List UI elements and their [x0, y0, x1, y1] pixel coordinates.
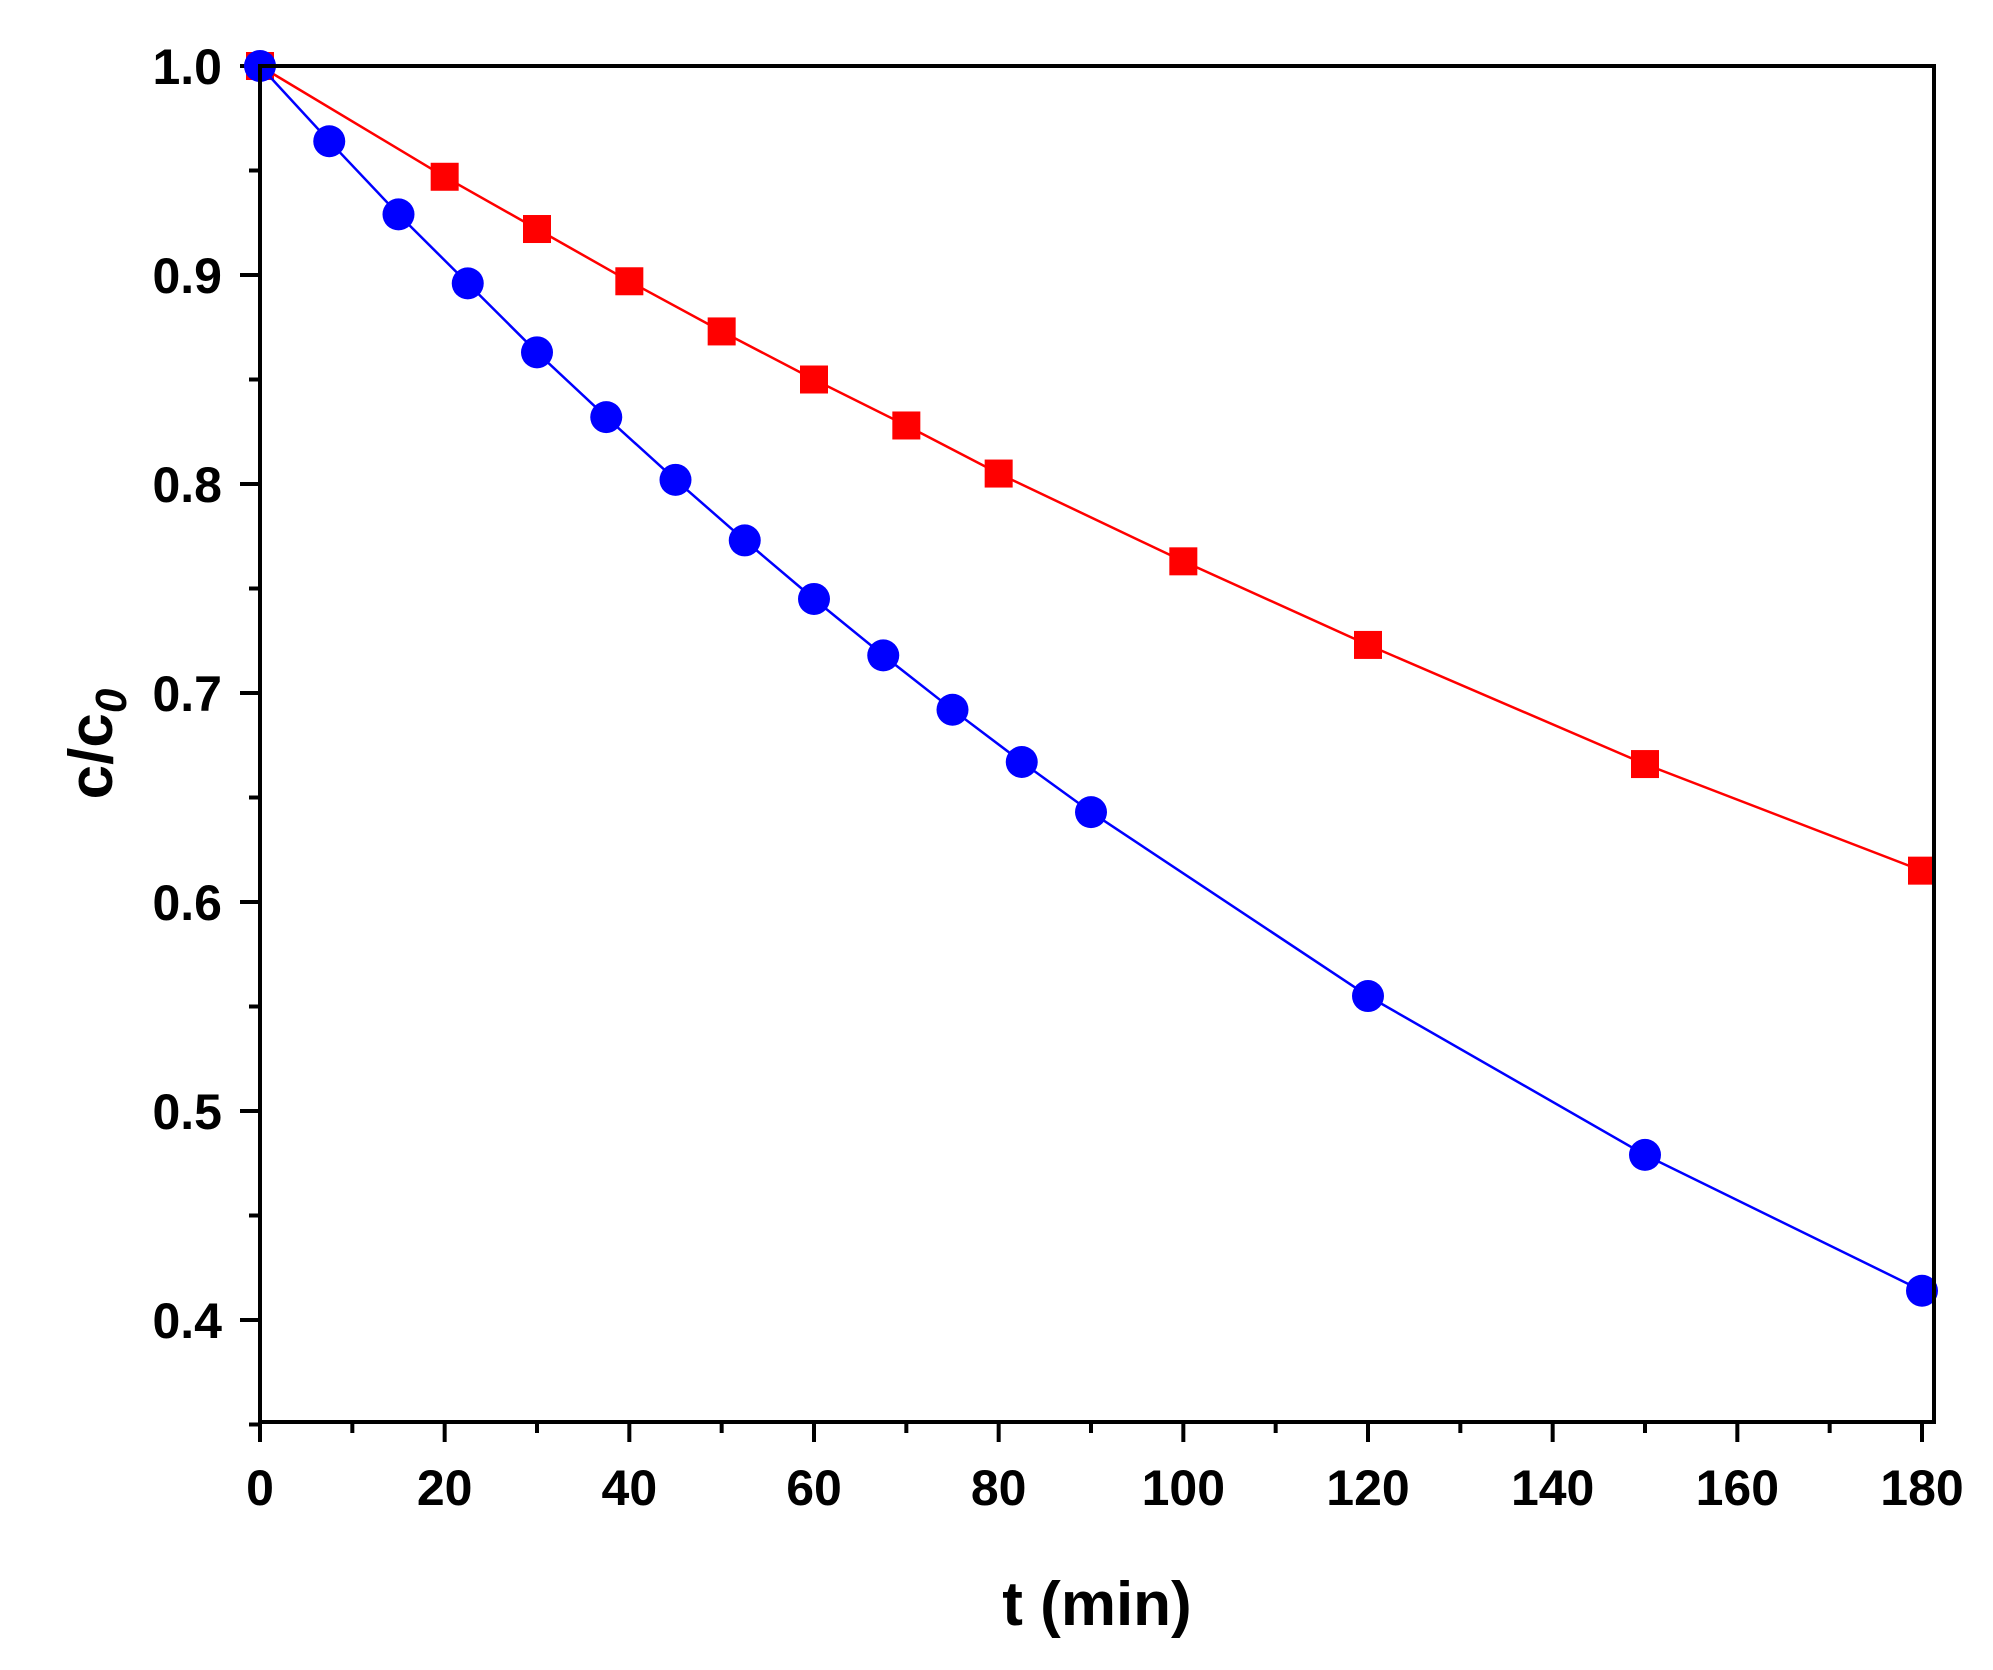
red-square-point	[523, 215, 551, 244]
x-tick-label: 100	[1142, 1460, 1225, 1516]
blue-circle-point	[382, 198, 415, 231]
blue-circle-point	[521, 336, 553, 369]
blue-circle-point	[313, 125, 346, 158]
red-square-point	[1908, 856, 1936, 885]
y-axis-title-main: c/c	[57, 713, 126, 799]
blue-circle-point	[451, 267, 484, 300]
x-tick-label: 160	[1696, 1460, 1779, 1516]
y-axis-title-subscript: 0	[87, 688, 136, 713]
red-square-point	[1631, 750, 1659, 779]
y-tick-label: 0.5	[152, 1084, 222, 1140]
x-axis-title: t (min)	[1002, 1570, 1191, 1639]
red-square-point	[430, 162, 459, 191]
y-tick-labels: 0.4 0.5 0.6 0.7 0.8 0.9 1.0	[152, 39, 222, 1349]
x-tick-label: 40	[602, 1460, 658, 1516]
red-square-point	[892, 411, 921, 440]
blue-circle-point	[1005, 745, 1038, 778]
plot-frame	[258, 64, 1936, 1424]
blue-circle-point	[936, 693, 969, 726]
red-square-point	[615, 267, 644, 296]
y-tick-label: 0.8	[152, 457, 222, 513]
y-tick-label: 0.4	[152, 1293, 222, 1349]
x-tick-label: 180	[1880, 1460, 1963, 1516]
blue-circle-point	[590, 401, 623, 434]
y-tick-label: 0.9	[152, 248, 222, 304]
y-tick-label: 0.6	[152, 875, 222, 931]
blue-circle-point	[1629, 1138, 1661, 1171]
x-tick-label: 120	[1326, 1460, 1409, 1516]
y-axis-title: c/c0	[57, 688, 136, 799]
blue-circle-point	[1075, 796, 1107, 829]
red-square-point	[707, 317, 736, 346]
y-tick-label: 0.7	[152, 666, 222, 722]
x-tick-label: 60	[786, 1460, 842, 1516]
blue-circle-point	[867, 639, 900, 672]
red-square-point	[800, 365, 828, 394]
y-tick-label: 1.0	[152, 39, 222, 95]
blue-circle-point	[1352, 980, 1384, 1013]
x-tick-label: 0	[246, 1460, 274, 1516]
x-tick-label: 20	[417, 1460, 473, 1516]
blue-circle-point	[798, 582, 830, 615]
blue-circle-point	[728, 524, 761, 557]
blue-circle-series-line	[259, 65, 1923, 1292]
x-tick-label: 80	[971, 1460, 1027, 1516]
red-square-point	[1354, 630, 1382, 659]
blue-circle-point	[1906, 1274, 1938, 1307]
red-square-point	[984, 459, 1013, 488]
red-square-point	[1169, 547, 1198, 576]
x-tick-labels: 0 20 40 60 80 100 120 140 160 180	[246, 1460, 1964, 1516]
series-layer	[244, 50, 1938, 1307]
blue-circle-point	[659, 463, 692, 496]
x-tick-label: 140	[1511, 1460, 1594, 1516]
ticks-layer	[240, 64, 1924, 1442]
red-square-series-line	[259, 64, 1923, 872]
